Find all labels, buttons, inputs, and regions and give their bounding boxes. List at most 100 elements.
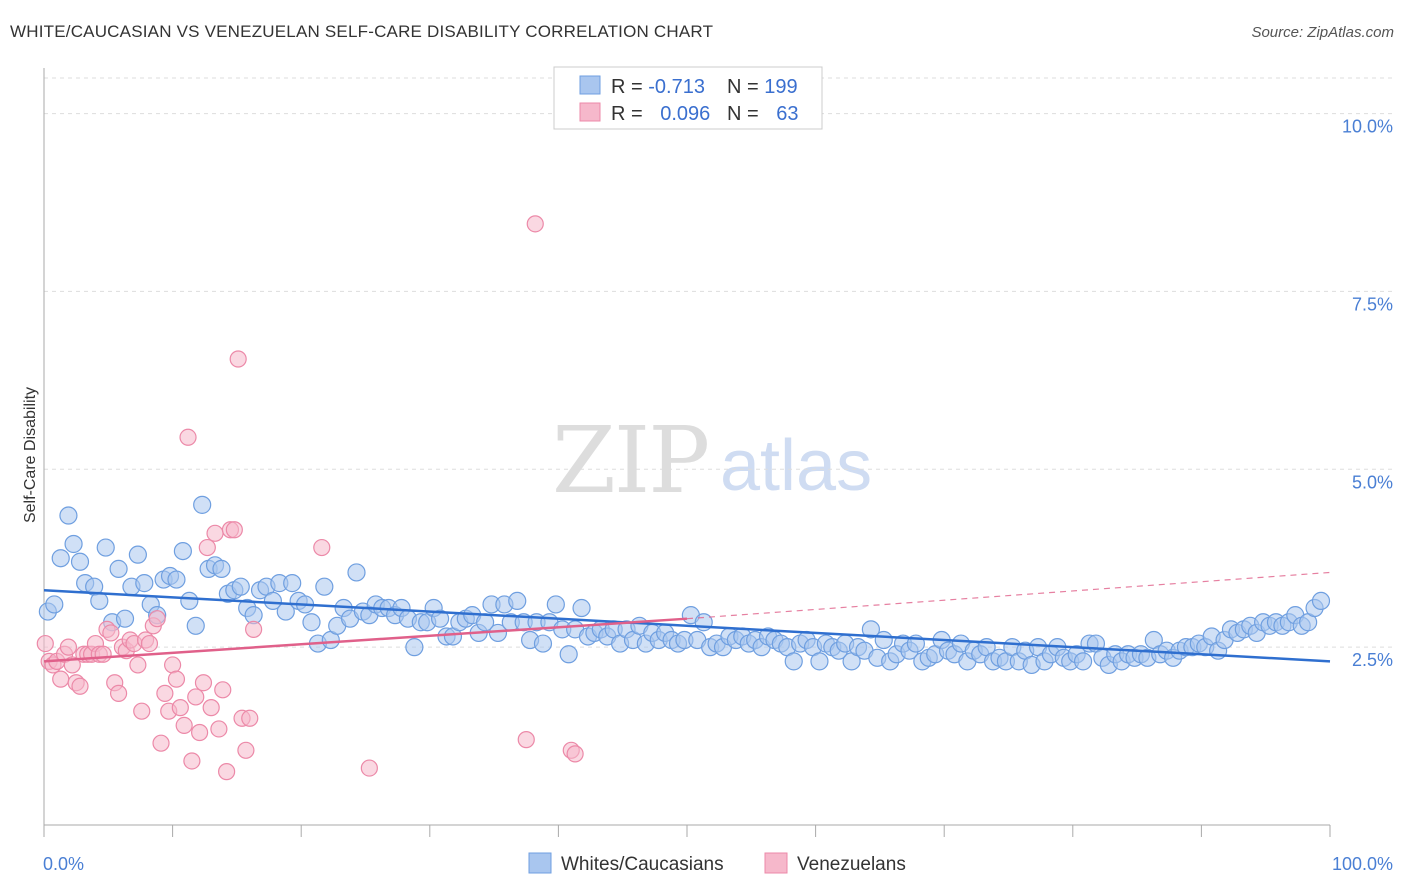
venezuelans-point [187,688,205,706]
venezuelans-point [214,681,232,699]
whites-point [70,552,90,571]
svg-text:R = 0.096: R = 0.096 [611,103,710,125]
whites-point [193,495,212,514]
y-tick-label: 10.0% [1342,117,1393,137]
svg-text:N = 63: N = 63 [727,103,799,125]
y-tick-label: 2.5% [1352,650,1393,670]
venezuelans-point [133,702,151,720]
whites-point [109,559,128,578]
x-ticks [43,825,1331,837]
venezuelans-point [52,670,70,688]
series-venezuelans-points [36,215,584,781]
venezuelans-point [71,677,89,695]
whites-point [1311,591,1331,611]
venezuelans-point [218,763,236,781]
whites-point [572,598,591,618]
venezuelans-point [194,674,213,692]
whites-point [45,595,64,614]
whites-point [263,591,283,611]
whites-point [90,591,109,611]
whites-point [212,559,231,578]
venezuelans-point [148,610,166,628]
watermark-zip: ZIP [552,407,708,514]
whites-point [64,534,83,554]
y-tick-labels: 2.5% 5.0% 7.5% 10.0% [1342,117,1393,671]
venezuelans-point [202,699,220,717]
whites-point [1073,652,1093,671]
venezuelans-point [94,645,112,663]
whites-point [347,563,366,582]
venezuelans-trend-extension [686,571,1331,620]
legend-bottom: Whites/Caucasians Venezuelans [528,852,906,875]
whites-point [173,541,192,561]
chart-title: WHITE/CAUCASIAN VS VENEZUELAN SELF-CARE … [10,22,714,41]
svg-text:R = -0.713: R = -0.713 [611,76,705,98]
venezuelans-point [175,716,193,735]
whites-point [115,609,135,628]
watermark-atlas: atlas [720,426,872,506]
venezuelans-point [167,670,186,688]
x-tick-label-min: 0.0% [43,854,84,874]
legend-pink-n-label: N = [727,103,764,125]
venezuelans-point [156,684,174,702]
whites-point [784,652,803,671]
whites-point [283,574,302,593]
whites-point [128,545,147,564]
venezuelans-point [245,620,263,638]
legend-blue-r-label: R = [611,76,648,98]
whites-point [861,620,880,639]
venezuelans-point [237,741,255,759]
legend-pink-r-value: 0.096 [660,103,710,125]
whites-point [135,574,154,593]
legend-bottom-pink-swatch [764,852,788,874]
venezuelans-point [229,350,247,368]
x-tick-label-max: 100.0% [1332,854,1393,874]
venezuelans-point [152,734,170,752]
legend-pink-n-value: 63 [776,103,798,125]
whites-point [59,506,78,525]
legend-bottom-whites: Whites/Caucasians [561,854,724,875]
svg-text:N = 199: N = 199 [727,76,798,98]
venezuelans-trend-line [43,617,688,663]
venezuelans-point [566,745,584,763]
venezuelans-point [179,428,197,446]
venezuelans-point [36,634,54,653]
whites-point [874,630,893,650]
whites-point [51,549,70,568]
venezuelans-point [313,538,331,557]
venezuelans-point [517,731,535,749]
venezuelans-point [198,538,216,557]
whites-point [231,577,250,596]
legend-bottom-blue-swatch [528,852,552,874]
venezuelans-point [171,699,189,717]
venezuelans-point [183,752,201,770]
chart-source: Source: ZipAtlas.com [1251,24,1394,41]
venezuelans-point [225,521,243,539]
whites-point [546,595,565,614]
whites-point [810,652,829,671]
legend-bottom-venezuelans: Venezuelans [797,854,906,875]
legend-top: R = -0.713 N = 199 R = 0.096 N = 63 [553,66,823,130]
whites-trend-line [43,588,1331,663]
whites-point [180,591,199,611]
venezuelans-point [102,624,120,642]
venezuelans-point [210,720,228,738]
whites-point [186,616,205,635]
legend-blue-r-value: -0.713 [648,76,705,98]
whites-point [405,638,424,657]
trend-lines [43,571,1331,663]
whites-point [559,645,578,664]
whites-point [430,609,450,628]
venezuelans-point [109,684,128,702]
whites-point [96,538,115,557]
venezuelans-point [59,638,78,656]
y-tick-label: 7.5% [1352,294,1393,314]
venezuelans-point [206,524,224,542]
y-axis-label: Self-Care Disability [22,387,39,523]
venezuelans-point [360,759,378,777]
whites-point [508,591,527,611]
y-tick-label: 5.0% [1352,472,1393,492]
legend-pink-swatch [579,102,601,122]
venezuelans-point [164,656,182,674]
